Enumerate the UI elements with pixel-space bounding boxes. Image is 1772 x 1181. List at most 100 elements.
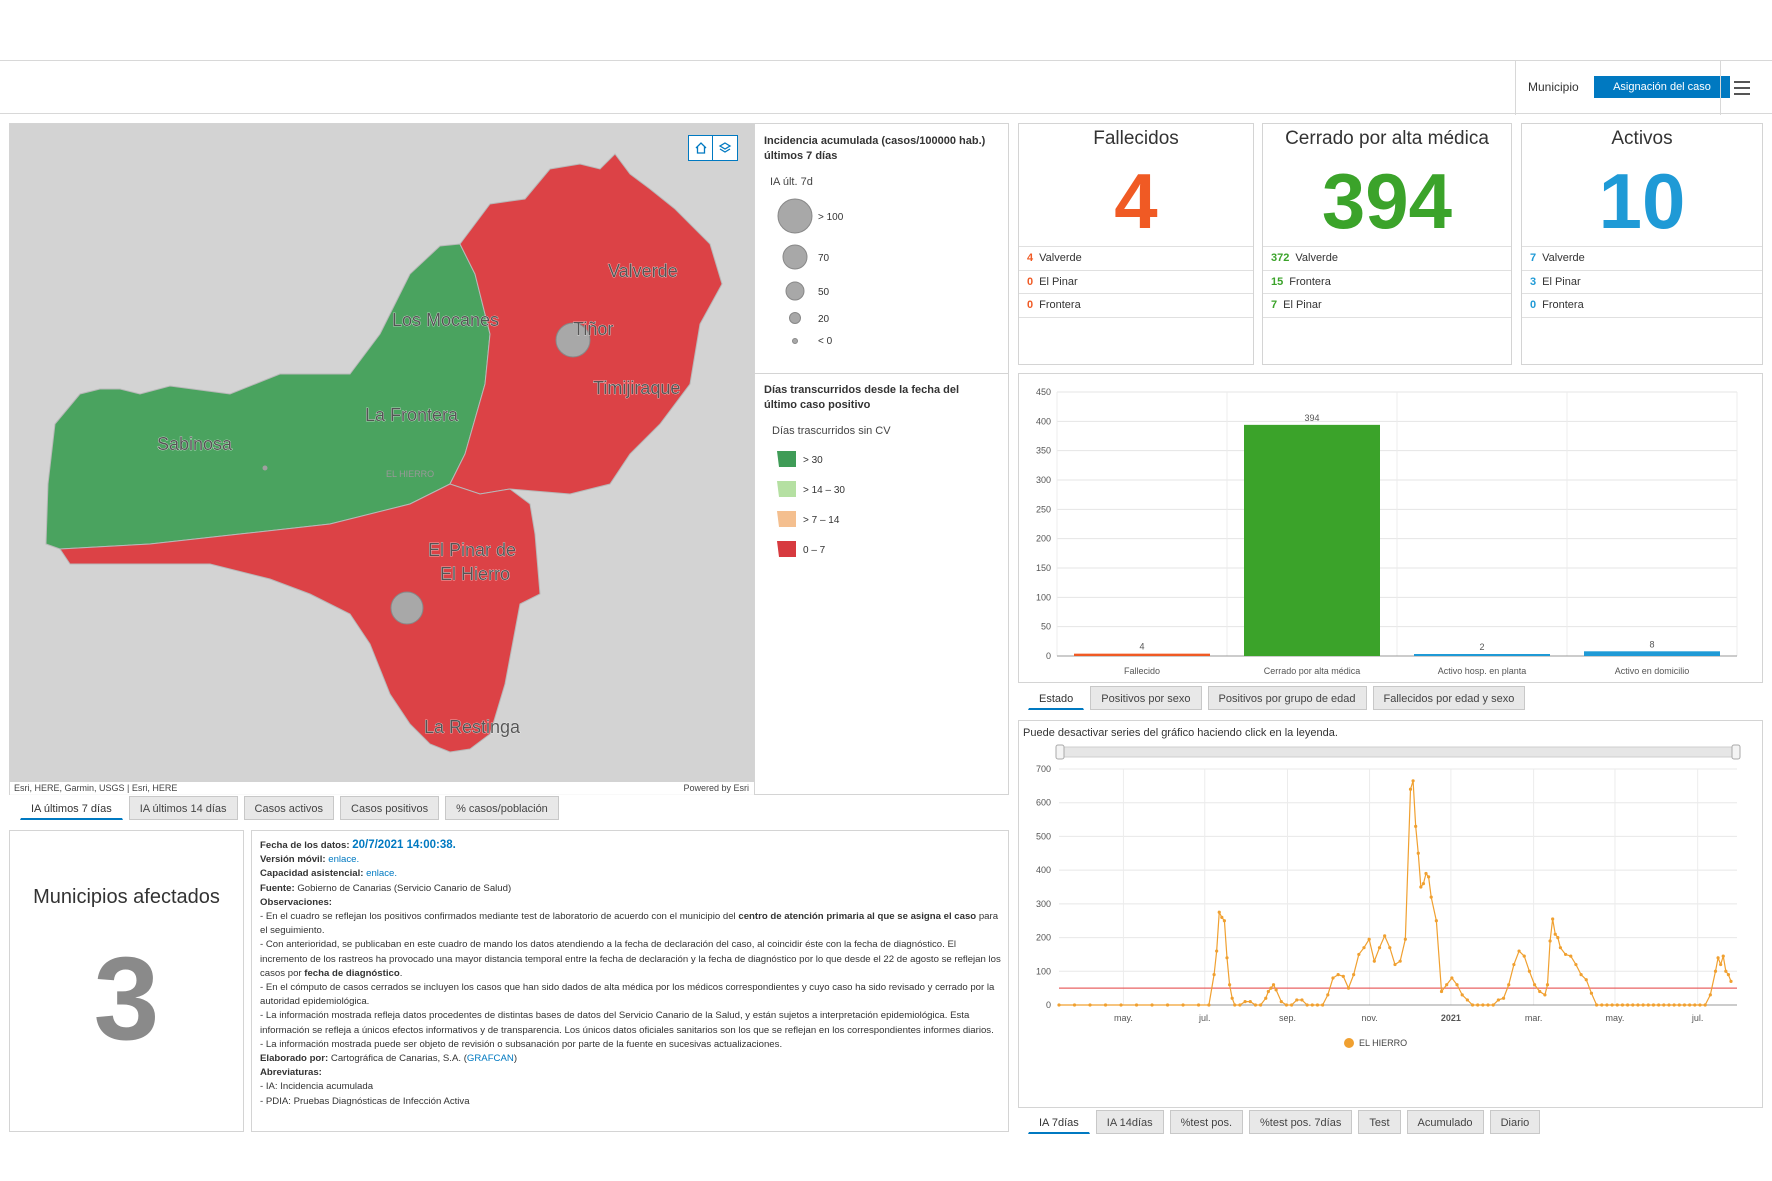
data-point — [1196, 1003, 1201, 1007]
legend-ia: Incidencia acumulada (casos/100000 hab.)… — [764, 134, 994, 188]
data-point — [1321, 1003, 1325, 1007]
tab-ia-7[interactable]: IA últimos 7 días — [20, 796, 123, 820]
data-point — [1411, 779, 1415, 783]
y-tick-label: 0 — [1046, 1000, 1051, 1010]
data-point — [1600, 1003, 1604, 1007]
y-tick-label: 100 — [1036, 592, 1051, 602]
movil-link[interactable]: enlace. — [328, 854, 360, 866]
incidence-circle-pinar — [390, 591, 424, 625]
kpi-row: 372 Valverde — [1263, 246, 1511, 270]
x-tick-label: Activo en domicilio — [1615, 666, 1690, 676]
map-label-el-hierro: EL HIERRO — [386, 469, 434, 479]
x-tick-label: sep. — [1279, 1013, 1296, 1023]
kpi-title: Cerrado por alta médica — [1285, 128, 1489, 149]
menu-icon[interactable] — [1730, 77, 1754, 99]
y-tick-label: 500 — [1036, 831, 1051, 841]
data-point — [1408, 787, 1413, 791]
layers-icon[interactable] — [713, 136, 737, 160]
kpi-fallecidos: Fallecidos 4 4 Valverde 0 El Pinar 0 Fronte… — [1018, 123, 1254, 365]
legend-dias-item: > 7 – 14 — [803, 515, 840, 526]
kpi-rows: 4 Valverde 0 El Pinar 0 Frontera — [1019, 246, 1253, 318]
tab-casos-positivos[interactable]: Casos positivos — [340, 796, 440, 820]
bar — [1074, 653, 1210, 656]
data-label: 4 — [1139, 642, 1144, 652]
data-point — [1266, 989, 1270, 994]
kpi-row: 0 Frontera — [1522, 293, 1762, 317]
tab-fallecidos-edad-sexo[interactable]: Fallecidos por edad y sexo — [1372, 686, 1526, 710]
divider — [1720, 61, 1721, 115]
data-point — [1450, 976, 1454, 980]
attribution-right[interactable]: Powered by Esri — [683, 783, 749, 793]
obs-4: - La información mostrada refleja datos … — [260, 1010, 994, 1036]
y-tick-label: 700 — [1036, 764, 1051, 774]
data-point — [1481, 1003, 1485, 1007]
x-tick-label: 2021 — [1441, 1013, 1461, 1023]
x-tick-label: jul. — [1691, 1013, 1704, 1023]
data-point — [1719, 962, 1723, 967]
info-panel — [251, 830, 1009, 1132]
data-point — [1243, 1000, 1247, 1004]
data-point — [1233, 1003, 1237, 1007]
data-point — [1584, 978, 1588, 982]
data-point — [1150, 1003, 1154, 1007]
data-label: 394 — [1304, 413, 1319, 423]
tab-acumulado[interactable]: Acumulado — [1406, 1110, 1484, 1134]
data-point — [1605, 1003, 1609, 1007]
data-point — [1610, 1003, 1614, 1007]
tab-casos-poblacion[interactable]: % casos/población — [445, 796, 559, 820]
tab-casos-activos[interactable]: Casos activos — [243, 796, 335, 820]
data-point — [1620, 1003, 1625, 1007]
grafcan-link[interactable]: GRAFCAN — [466, 1053, 514, 1065]
data-point — [1631, 1003, 1635, 1007]
data-point — [1682, 1003, 1687, 1007]
data-point — [1134, 1003, 1139, 1007]
tab-ia-7dias[interactable]: IA 7días — [1028, 1110, 1090, 1134]
data-point — [1424, 871, 1428, 876]
legend-label: EL HIERRO — [1359, 1038, 1407, 1048]
y-tick-label: 300 — [1036, 899, 1051, 909]
divider — [1515, 61, 1516, 115]
bar-chart[interactable]: 0 50 100 150 200 250 300 350 400 450 4 Fallecido 394… — [1019, 374, 1762, 682]
data-point — [1230, 996, 1234, 1000]
capacidad-link[interactable]: enlace. — [366, 868, 398, 880]
tab-test[interactable]: Test — [1358, 1110, 1401, 1134]
legend-dias: Días transcurridos desde la fecha del úl… — [764, 383, 994, 437]
line-chart[interactable]: 0 100 200 300 400 500 600 700 may. jul. sep. nov. 20… — [1019, 743, 1762, 1105]
obs-1c: para el seguimiento. — [260, 911, 999, 937]
tab-estado[interactable]: Estado — [1028, 686, 1085, 710]
data-point — [1491, 1003, 1495, 1007]
data-point — [1636, 1003, 1640, 1007]
data-point — [1532, 983, 1537, 987]
sabinosa-point — [262, 465, 268, 471]
asignacion-caso-button[interactable]: Asignación del caso — [1594, 76, 1730, 98]
kpi-rows: 372 Valverde 15 Frontera 7 El Pinar — [1263, 246, 1511, 318]
data-point — [1248, 1000, 1252, 1004]
data-point — [1522, 954, 1526, 958]
map-label-la-frontera: La Frontera — [365, 405, 459, 425]
tab-positivos-edad[interactable]: Positivos por grupo de edad — [1207, 686, 1367, 710]
data-point — [1512, 962, 1516, 967]
line-tabs: IA 7días IA 14días %test pos. %test pos.… — [1028, 1110, 1541, 1134]
data-point — [1716, 956, 1720, 960]
tab-diario[interactable]: Diario — [1489, 1110, 1541, 1134]
data-point — [1419, 885, 1423, 889]
y-tick-label: 200 — [1036, 933, 1051, 943]
data-point — [1615, 1003, 1619, 1007]
data-point — [1259, 1003, 1263, 1007]
obs-5: - La información mostrada puede ser obje… — [260, 1038, 783, 1050]
home-icon[interactable] — [689, 136, 713, 160]
data-point — [1072, 1003, 1077, 1007]
tab-ia-14[interactable]: IA últimos 14 días — [128, 796, 238, 820]
tab-positivos-sexo[interactable]: Positivos por sexo — [1090, 686, 1202, 710]
line-chart-note: Puede desactivar series del gráfico haci… — [1023, 727, 1338, 739]
kpi-value: 10 — [1598, 157, 1686, 245]
island-map[interactable]: Valverde Los Mocanes Tiñor Timijiraque L… — [10, 124, 754, 782]
data-point — [1427, 875, 1431, 879]
tab-ia-14dias[interactable]: IA 14días — [1095, 1110, 1164, 1134]
data-point — [1657, 1003, 1661, 1007]
obs-3: - En el cómputo de casos cerrados se inc… — [260, 982, 995, 1008]
data-point — [1274, 988, 1278, 992]
map-view[interactable]: Valverde Los Mocanes Tiñor Timijiraque L… — [10, 124, 754, 782]
tab-test-pos[interactable]: %test pos. — [1169, 1110, 1243, 1134]
tab-test-pos-7dias[interactable]: %test pos. 7días — [1249, 1110, 1353, 1134]
